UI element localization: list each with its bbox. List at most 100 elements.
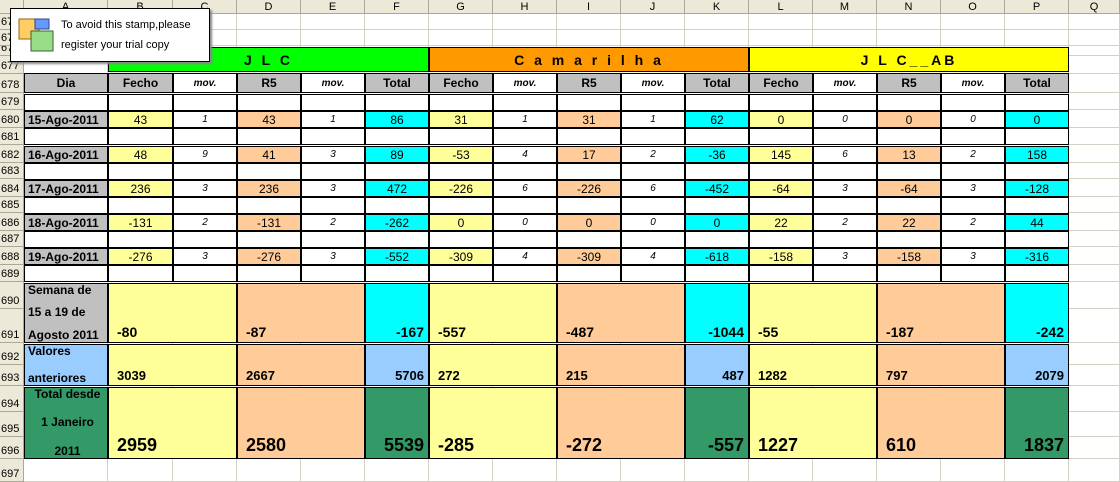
spacer-cell[interactable] — [685, 231, 749, 248]
spacer-cell[interactable] — [429, 94, 493, 111]
column-header-o[interactable]: O — [941, 0, 1005, 14]
spacer-cell[interactable] — [685, 265, 749, 282]
value-cell[interactable]: -309 — [557, 248, 621, 265]
spacer-cell[interactable] — [1005, 231, 1069, 248]
grid-cell[interactable] — [1069, 163, 1120, 179]
grid-cell[interactable] — [1069, 247, 1120, 265]
spacer-cell[interactable] — [365, 231, 429, 248]
column-header-g[interactable]: G — [429, 0, 493, 14]
column-header-f[interactable]: F — [365, 0, 429, 14]
spacer-cell[interactable] — [813, 197, 877, 214]
column-header-h[interactable]: H — [493, 0, 557, 14]
spacer-cell[interactable] — [685, 128, 749, 145]
value-cell[interactable]: -131 — [237, 214, 301, 231]
grid-cell[interactable] — [237, 14, 301, 30]
spacer-cell[interactable] — [941, 231, 1005, 248]
grid-cell[interactable] — [24, 459, 108, 482]
spacer-cell[interactable] — [621, 128, 685, 145]
grid-cell[interactable] — [301, 459, 365, 482]
grid-cell[interactable] — [429, 14, 493, 30]
grid-cell[interactable] — [1069, 128, 1120, 145]
summary-value[interactable]: 5539 — [365, 387, 429, 459]
spacer-cell[interactable] — [173, 231, 237, 248]
grid-cell[interactable] — [1069, 56, 1120, 74]
grid-cell[interactable] — [621, 30, 685, 46]
row-header[interactable]: 687 — [0, 231, 24, 247]
spacer-cell[interactable] — [24, 94, 108, 111]
grid-cell[interactable] — [1069, 231, 1120, 247]
grid-cell[interactable] — [813, 14, 877, 30]
spacer-cell[interactable] — [493, 128, 557, 145]
row-header[interactable]: 684 — [0, 179, 24, 197]
value-cell[interactable]: -128 — [1005, 180, 1069, 197]
spacer-cell[interactable] — [237, 163, 301, 180]
grid-cell[interactable] — [237, 30, 301, 46]
summary-value[interactable]: 3039 — [108, 344, 237, 386]
day-date[interactable]: 19-Ago-2011 — [24, 248, 108, 265]
mov-cell[interactable]: 4 — [493, 146, 557, 163]
day-date[interactable]: 17-Ago-2011 — [24, 180, 108, 197]
mov-cell[interactable]: 9 — [173, 146, 237, 163]
value-cell[interactable]: 31 — [429, 111, 493, 128]
summary-value[interactable]: -1044 — [685, 283, 749, 343]
grid-cell[interactable] — [941, 30, 1005, 46]
spacer-cell[interactable] — [24, 128, 108, 145]
summary-value[interactable]: 2580 — [237, 387, 365, 459]
column-header-k[interactable]: K — [685, 0, 749, 14]
row-header[interactable]: 696 — [0, 437, 24, 459]
row-header[interactable]: 683 — [0, 163, 24, 179]
value-cell[interactable]: 89 — [365, 146, 429, 163]
spacer-cell[interactable] — [301, 265, 365, 282]
grid-cell[interactable] — [301, 14, 365, 30]
summary-value[interactable]: -167 — [365, 283, 429, 343]
spacer-cell[interactable] — [237, 265, 301, 282]
mov-cell[interactable]: 3 — [301, 180, 365, 197]
grid-cell[interactable] — [1069, 282, 1120, 309]
mov-cell[interactable]: 3 — [813, 248, 877, 265]
spacer-cell[interactable] — [621, 163, 685, 180]
column-header-q[interactable]: Q — [1069, 0, 1120, 14]
value-cell[interactable]: -131 — [108, 214, 173, 231]
spacer-cell[interactable] — [429, 128, 493, 145]
value-cell[interactable]: 44 — [1005, 214, 1069, 231]
day-date[interactable]: 15-Ago-2011 — [24, 111, 108, 128]
column-header-i[interactable]: I — [557, 0, 621, 14]
spacer-cell[interactable] — [749, 231, 813, 248]
spacer-cell[interactable] — [877, 94, 941, 111]
spacer-cell[interactable] — [877, 197, 941, 214]
value-cell[interactable]: -276 — [108, 248, 173, 265]
value-cell[interactable]: -158 — [877, 248, 941, 265]
value-cell[interactable]: -64 — [877, 180, 941, 197]
grid-cell[interactable] — [429, 459, 493, 482]
spacer-cell[interactable] — [108, 265, 173, 282]
grid-cell[interactable] — [749, 30, 813, 46]
mov-cell[interactable]: 6 — [493, 180, 557, 197]
spacer-cell[interactable] — [237, 231, 301, 248]
spacer-cell[interactable] — [1005, 265, 1069, 282]
grid-cell[interactable] — [1069, 110, 1120, 128]
day-date[interactable]: 16-Ago-2011 — [24, 146, 108, 163]
summary-value[interactable]: 2079 — [1005, 344, 1069, 386]
grid-cell[interactable] — [877, 14, 941, 30]
spacer-cell[interactable] — [493, 231, 557, 248]
spacer-cell[interactable] — [941, 94, 1005, 111]
summary-value[interactable]: 487 — [685, 344, 749, 386]
grid-cell[interactable] — [1069, 179, 1120, 197]
column-header-l[interactable]: L — [749, 0, 813, 14]
summary-value[interactable]: 797 — [877, 344, 1005, 386]
grid-cell[interactable] — [1069, 343, 1120, 365]
grid-cell[interactable] — [557, 459, 621, 482]
grid-cell[interactable] — [941, 14, 1005, 30]
grid-cell[interactable] — [557, 30, 621, 46]
spacer-cell[interactable] — [621, 197, 685, 214]
value-cell[interactable]: 0 — [429, 214, 493, 231]
value-cell[interactable]: 43 — [108, 111, 173, 128]
spacer-cell[interactable] — [24, 163, 108, 180]
mov-cell[interactable]: 2 — [941, 214, 1005, 231]
mov-cell[interactable]: 1 — [301, 111, 365, 128]
grid-cell[interactable] — [1005, 459, 1069, 482]
grid-cell[interactable] — [1069, 265, 1120, 282]
value-cell[interactable]: 145 — [749, 146, 813, 163]
grid-cell[interactable] — [1069, 459, 1120, 482]
spacer-cell[interactable] — [813, 94, 877, 111]
